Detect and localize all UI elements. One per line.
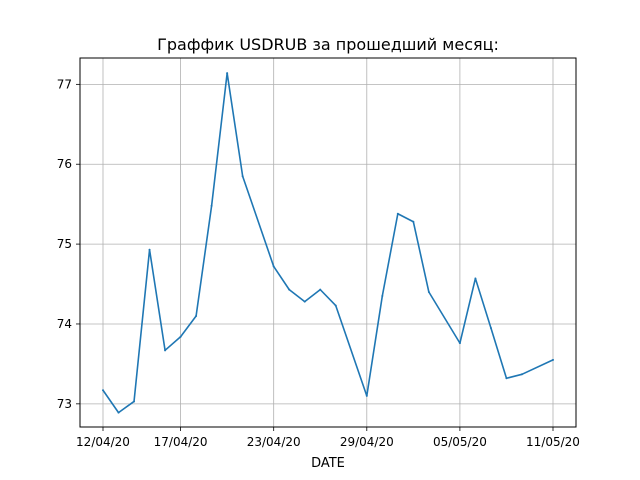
axis-ticks: 12/04/20 17/04/20 23/04/20 29/04/20 05/05/20… [57, 77, 580, 449]
usdrub-series-line [102, 72, 554, 414]
usdrub-data-point [365, 394, 368, 397]
x-tick-label: 29/04/20 [340, 435, 394, 449]
usdrub-data-point [458, 342, 461, 345]
y-tick-label: 77 [57, 77, 72, 91]
y-tick-label: 74 [57, 317, 72, 331]
usdrub-data-point [489, 326, 492, 329]
usdrub-data-point [334, 304, 337, 307]
x-tick-label: 17/04/20 [154, 435, 208, 449]
usdrub-data-point [412, 220, 415, 223]
plot-frame [79, 57, 577, 428]
usdrub-data-point [474, 277, 477, 280]
usdrub-data-point [195, 314, 198, 317]
y-tick-label: 76 [57, 157, 72, 171]
usdrub-data-point [272, 265, 275, 268]
chart-title: Граффик USDRUB за прошедший месяц: [157, 35, 499, 54]
usdrub-data-point [102, 389, 104, 392]
y-tick-label: 73 [57, 397, 72, 411]
x-tick-label: 11/05/20 [526, 435, 580, 449]
usdrub-data-point [179, 335, 182, 338]
usdrub-data-point [226, 72, 229, 75]
usdrub-data-point [288, 288, 291, 291]
usdrub-data-point [552, 358, 554, 361]
usdrub-data-point [520, 373, 523, 376]
usdrub-data-point [210, 204, 213, 207]
usdrub-data-point [505, 377, 508, 380]
usdrub-data-point [164, 349, 167, 352]
y-tick-label: 75 [57, 237, 72, 251]
x-tick-label: 23/04/20 [247, 435, 301, 449]
x-tick-label: 12/04/20 [76, 435, 130, 449]
usdrub-data-point [303, 300, 306, 303]
usdrub-data-point [133, 400, 136, 403]
usdrub-data-point [319, 288, 322, 291]
grid-lines [80, 58, 576, 427]
x-tick-label: 05/05/20 [433, 435, 487, 449]
usdrub-data-point [427, 291, 430, 294]
usdrub-data-point [381, 295, 384, 298]
usdrub-data-point [241, 175, 244, 178]
usdrub-data-point [148, 248, 151, 251]
usdrub-data-point [117, 411, 120, 414]
plot-area-background [80, 58, 576, 427]
usdrub-data-point [396, 212, 399, 215]
x-axis-label: DATE [311, 456, 345, 471]
series-layer [102, 72, 554, 414]
